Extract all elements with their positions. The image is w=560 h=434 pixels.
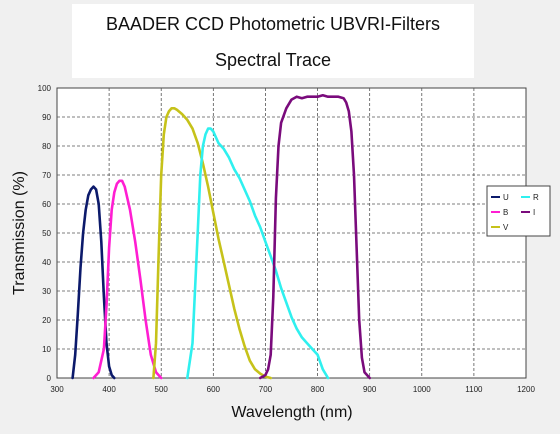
y-tick-label: 20 (42, 316, 51, 325)
series-line-B (92, 179, 163, 380)
title-panel: BAADER CCD Photometric UBVRI-Filters Spe… (72, 4, 474, 78)
series-line-V (152, 107, 272, 380)
series-line-I (258, 94, 371, 380)
legend-label-V: V (503, 223, 509, 232)
x-axis-label: Wavelength (nm) (231, 404, 352, 421)
x-tick-label: 900 (363, 385, 377, 394)
y-tick-label: 80 (42, 142, 51, 151)
legend-label-U: U (503, 193, 509, 202)
y-axis-label: Transmission (%) (11, 171, 28, 295)
x-tick-label: 300 (50, 385, 64, 394)
y-tick-labels: 0 10 20 30 40 50 60 70 80 90 100 (38, 84, 52, 383)
x-tick-label: 1200 (517, 385, 535, 394)
y-tick-label: 10 (42, 345, 51, 354)
series-lines (71, 94, 371, 380)
legend-label-R: R (533, 193, 539, 202)
y-tick-label: 0 (47, 374, 52, 383)
legend-label-B: B (503, 208, 508, 217)
y-tick-label: 100 (38, 84, 52, 93)
legend: U R B I V (486, 185, 551, 237)
x-tick-labels: 300 400 500 600 700 800 900 1000 1100 1200 (50, 385, 535, 394)
chart-subtitle: Spectral Trace (214, 50, 332, 70)
legend-label-I: I (533, 208, 535, 217)
chart-title: BAADER CCD Photometric UBVRI-Filters (105, 14, 441, 34)
y-tick-label: 70 (42, 171, 51, 180)
y-tick-label: 30 (42, 287, 51, 296)
x-tick-label: 700 (259, 385, 273, 394)
y-tick-label: 90 (42, 113, 51, 122)
y-tick-label: 50 (42, 229, 51, 238)
y-tick-label: 40 (42, 258, 51, 267)
x-tick-label: 1100 (465, 385, 483, 394)
x-tick-label: 800 (311, 385, 325, 394)
y-tick-label: 60 (42, 200, 51, 209)
x-tick-label: 500 (155, 385, 169, 394)
x-tick-label: 1000 (413, 385, 431, 394)
x-tick-label: 600 (207, 385, 221, 394)
series-line-R (186, 127, 330, 380)
series-line-U (71, 185, 116, 380)
x-tick-label: 400 (102, 385, 116, 394)
grid (57, 88, 526, 378)
